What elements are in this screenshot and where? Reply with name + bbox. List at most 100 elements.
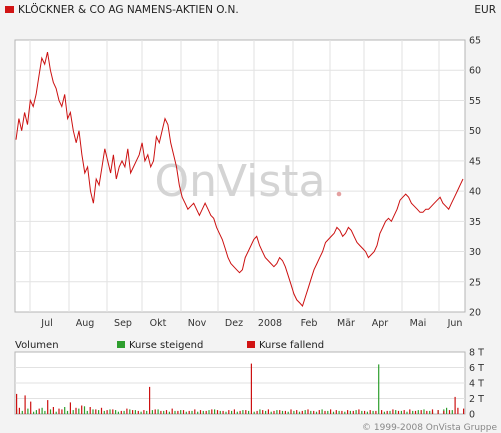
price-tick-label: 45	[469, 156, 481, 167]
volume-bar-falling	[262, 410, 264, 414]
volume-bar-rising	[423, 409, 425, 414]
volume-bar-rising	[72, 410, 74, 414]
volume-bar-rising	[219, 410, 221, 414]
volume-bar-rising	[231, 410, 233, 414]
volume-bar-rising	[185, 411, 187, 414]
volume-bar-falling	[318, 410, 320, 414]
volume-bar-falling	[358, 409, 360, 414]
volume-bar-rising	[78, 408, 80, 414]
volume-bar-rising	[400, 410, 402, 414]
volume-bar-falling	[463, 408, 465, 414]
currency-label: EUR	[474, 4, 496, 16]
volume-bar-falling	[448, 410, 451, 414]
volume-bar-rising	[151, 410, 153, 414]
month-tick-label: Jun	[447, 318, 463, 329]
month-tick-label: Mär	[337, 318, 355, 329]
volume-bar-falling	[403, 410, 405, 414]
volume-bar-rising	[361, 410, 363, 414]
volume-bar-rising	[429, 410, 431, 414]
volume-bar-falling	[245, 410, 247, 414]
volume-bar-falling	[120, 410, 122, 414]
volume-bar-rising	[242, 410, 244, 414]
month-x-axis: Jul Aug Sep Okt Nov Dez 2008 Feb Mär Apr Mai Jun	[40, 318, 462, 329]
volume-bar-falling	[324, 410, 326, 414]
volume-bar-rising	[406, 411, 408, 414]
volume-bar-falling	[100, 407, 103, 414]
volume-bar-rising	[287, 411, 289, 414]
volume-bar-falling	[443, 410, 445, 414]
volume-bar-rising	[383, 411, 385, 414]
volume-bar-rising	[134, 410, 136, 414]
volume-bar-falling	[199, 410, 202, 414]
volume-bar-falling	[58, 408, 60, 414]
copyright: © 1999-2008 OnVista Gruppe	[362, 423, 497, 433]
price-tick-label: 35	[469, 217, 481, 228]
volume-bar-rising	[98, 410, 100, 414]
volume-bar-falling	[81, 405, 83, 414]
price-line	[15, 51, 464, 307]
volume-bar-falling	[341, 410, 343, 414]
volume-tick-label: 8 T	[469, 348, 484, 359]
volume-bar-rising	[321, 409, 323, 414]
volume-bar-rising	[21, 410, 23, 414]
volume-bar-falling	[182, 410, 185, 414]
volume-bar-rising	[276, 410, 278, 414]
volume-bar-rising	[191, 410, 193, 414]
volume-tick-label: 2 T	[469, 394, 484, 405]
volume-bar-rising	[109, 409, 111, 414]
volume-bar-rising	[129, 409, 131, 414]
volume-bar-falling	[89, 407, 91, 414]
volume-bar-falling	[216, 410, 219, 414]
volume-bar-rising	[298, 411, 301, 414]
volume-bar-rising	[33, 411, 35, 414]
volume-bar-falling	[239, 410, 241, 414]
legend-label-rising: Kurse steigend	[129, 340, 203, 351]
price-gridlines	[15, 69, 465, 283]
price-tick-label: 55	[469, 96, 481, 107]
volume-bar-falling	[386, 410, 388, 414]
volume-bar-falling	[250, 363, 252, 414]
volume-bar-falling	[233, 409, 235, 414]
volume-bar-rising	[332, 411, 335, 414]
volume-bar-rising	[259, 409, 261, 414]
volume-bar-rising	[140, 411, 142, 414]
volume-bar-falling	[211, 409, 213, 414]
volume-bar-rising	[168, 411, 170, 414]
volume-bar-falling	[352, 410, 354, 414]
price-tick-label: 30	[469, 247, 481, 258]
volume-bar-rising	[378, 364, 380, 414]
volume-bar-falling	[330, 409, 332, 414]
volume-bar-rising	[83, 406, 86, 415]
volume-bar-falling	[454, 396, 456, 414]
volume-bar-falling	[228, 410, 230, 414]
volume-bar-rising	[270, 411, 272, 414]
volume-tick-label: 0	[469, 410, 475, 421]
volume-bar-falling	[290, 409, 292, 414]
month-tick-label: Feb	[301, 318, 318, 329]
volume-bar-falling	[38, 408, 40, 414]
volume-bars	[16, 363, 465, 415]
volume-bar-rising	[35, 410, 37, 414]
volume-bar-falling	[437, 410, 439, 414]
volume-bar-falling	[165, 410, 168, 414]
volume-bar-falling	[16, 393, 18, 414]
volume-bar-falling	[30, 401, 32, 414]
volume-bar-falling	[273, 410, 275, 414]
volume-bar-falling	[364, 410, 366, 414]
volume-bar-falling	[296, 410, 298, 414]
volume-bar-falling	[420, 410, 422, 414]
volume-bar-falling	[307, 409, 309, 414]
volume-bar-rising	[451, 410, 453, 414]
volume-bar-falling	[171, 408, 173, 414]
volume-bar-falling	[409, 409, 411, 414]
volume-title: Volumen	[15, 340, 59, 351]
volume-bar-falling	[52, 407, 54, 414]
price-y-axis: 20 25 30 35 40 45 50 55 60 65	[469, 36, 481, 319]
volume-bar-rising	[372, 410, 374, 414]
volume-bar-falling	[426, 410, 428, 414]
month-tick-label: Dez	[225, 318, 243, 329]
volume-bar-rising	[389, 410, 391, 414]
volume-tick-label: 4 T	[469, 379, 484, 390]
price-plot-area	[14, 39, 466, 313]
